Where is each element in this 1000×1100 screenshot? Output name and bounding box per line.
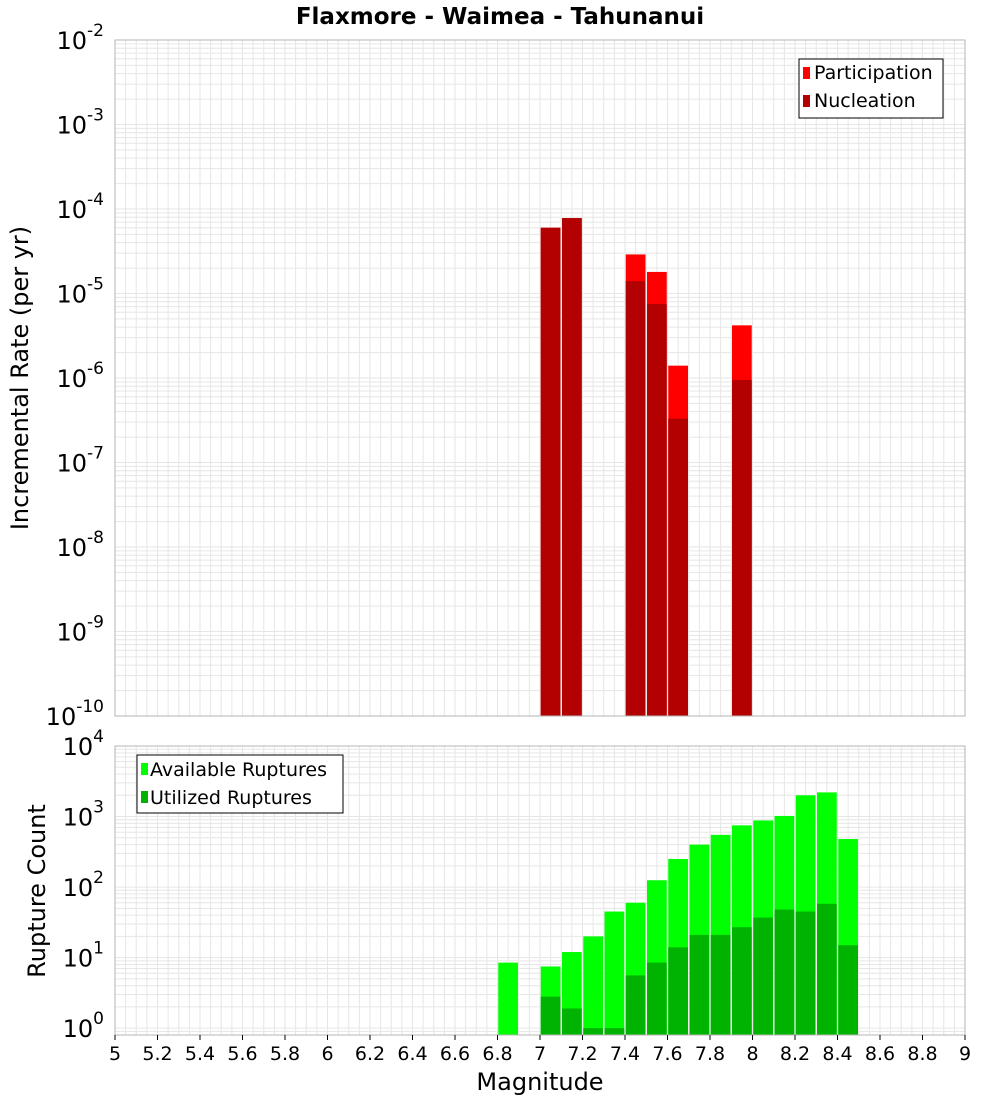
nucleation-bar bbox=[732, 379, 752, 716]
legend-label-utilized: Utilized Ruptures bbox=[150, 787, 312, 809]
legend-swatch-available bbox=[141, 763, 148, 775]
count-panel-legend: Available Ruptures Utilized Ruptures bbox=[136, 754, 344, 814]
x-tick-label: 5 bbox=[109, 1043, 121, 1065]
rate-panel-border bbox=[114, 39, 966, 717]
utilized-bar bbox=[710, 934, 731, 1035]
y-tick-label: 10-3 bbox=[57, 106, 105, 140]
rate-panel-legend: Participation Nucleation bbox=[798, 58, 944, 119]
x-tick-label: 5.6 bbox=[227, 1043, 257, 1065]
y-tick-label: 10-2 bbox=[57, 21, 105, 55]
x-tick-label: 6.2 bbox=[355, 1043, 385, 1065]
x-tick-label: 9 bbox=[959, 1043, 971, 1065]
x-tick-label: 7.2 bbox=[567, 1043, 597, 1065]
utilized-bar bbox=[562, 1008, 582, 1035]
rate-panel: 10-10 10-9 10-8 10-7 10-6 10-5 10-4 10-3 10-2 In… bbox=[6, 21, 966, 731]
x-tick-label: 5.4 bbox=[185, 1043, 215, 1065]
utilized-bar bbox=[774, 909, 795, 1035]
legend-label-nucleation: Nucleation bbox=[814, 90, 916, 112]
y-tick-label: 100 bbox=[63, 1009, 104, 1043]
rate-panel-grid bbox=[114, 40, 966, 717]
x-tick-label: 7 bbox=[534, 1043, 546, 1065]
x-tick-label: 8.2 bbox=[780, 1043, 810, 1065]
utilized-bar bbox=[838, 945, 858, 1035]
utilized-bar bbox=[604, 1028, 625, 1035]
y-tick-label: 103 bbox=[63, 798, 104, 832]
x-tick-label: 8 bbox=[746, 1043, 758, 1065]
x-tick-label: 8.8 bbox=[907, 1043, 937, 1065]
rate-panel-y-ticks: 10-10 10-9 10-8 10-7 10-6 10-5 10-4 10-3 10-2 bbox=[46, 21, 104, 731]
y-tick-label: 102 bbox=[63, 868, 104, 902]
x-tick-label: 7.8 bbox=[695, 1043, 725, 1065]
x-tick-label: 6 bbox=[321, 1043, 333, 1065]
legend-box bbox=[798, 58, 944, 119]
utilized-bar bbox=[689, 934, 710, 1035]
available-bar bbox=[604, 911, 625, 1035]
nucleation-bar bbox=[540, 227, 561, 716]
x-tick-label: 7.6 bbox=[652, 1043, 682, 1065]
rate-panel-bars bbox=[540, 218, 752, 716]
x-tick-label: 8.4 bbox=[822, 1043, 852, 1065]
y-tick-label: 10-8 bbox=[57, 528, 105, 562]
nucleation-bar bbox=[647, 304, 667, 716]
x-tick-label: 5.8 bbox=[270, 1043, 300, 1065]
utilized-bar bbox=[625, 975, 646, 1035]
x-tick-label: 5.2 bbox=[142, 1043, 172, 1065]
legend-label-available: Available Ruptures bbox=[150, 759, 327, 781]
utilized-bar bbox=[795, 911, 816, 1035]
utilized-bar bbox=[817, 903, 837, 1035]
chart-title: Flaxmore - Waimea - Tahunanui bbox=[296, 4, 704, 30]
nucleation-bar bbox=[668, 418, 688, 716]
x-tick-label: 6.6 bbox=[440, 1043, 470, 1065]
y-tick-label: 101 bbox=[63, 939, 104, 973]
y-tick-label: 10-5 bbox=[57, 275, 105, 309]
utilized-bar bbox=[583, 1028, 603, 1035]
y-tick-label: 10-7 bbox=[57, 444, 105, 478]
count-panel-bars bbox=[498, 792, 858, 1035]
y-tick-label: 10-6 bbox=[57, 359, 105, 393]
legend-label-participation: Participation bbox=[814, 62, 933, 84]
utilized-bar bbox=[647, 962, 667, 1035]
legend-box bbox=[136, 754, 344, 814]
utilized-bar bbox=[753, 917, 773, 1035]
nucleation-bar bbox=[625, 281, 646, 716]
x-tick-label: 8.6 bbox=[865, 1043, 895, 1065]
y-tick-label: 10-4 bbox=[57, 190, 105, 224]
y-tick-label: 104 bbox=[63, 727, 104, 761]
x-axis-title: Magnitude bbox=[476, 1068, 603, 1096]
legend-swatch-nucleation bbox=[803, 95, 810, 107]
legend-swatch-utilized bbox=[141, 791, 148, 803]
utilized-bar bbox=[668, 947, 688, 1035]
utilized-bar bbox=[732, 927, 752, 1035]
x-tick-label: 7.4 bbox=[610, 1043, 640, 1065]
x-axis-ticks: 5 5.2 5.4 5.6 5.8 6 6.2 6.4 6.6 6.8 7 7.2 7.4 7.6 7.8 8… bbox=[109, 1035, 971, 1065]
rate-panel-y-axis-title: Incremental Rate (per yr) bbox=[6, 226, 34, 530]
legend-swatch-participation bbox=[803, 67, 810, 79]
count-panel-y-axis-title: Rupture Count bbox=[23, 804, 51, 978]
x-tick-label: 6.4 bbox=[397, 1043, 427, 1065]
y-tick-label: 10-9 bbox=[57, 613, 105, 647]
available-bar bbox=[583, 936, 603, 1035]
y-tick-label: 10-10 bbox=[46, 697, 104, 731]
available-bar bbox=[498, 962, 518, 1035]
count-panel: 100 101 102 103 104 5 5.2 5.4 5.6 5.8 6 6.2 6.4 6.6 6… bbox=[23, 727, 971, 1096]
x-tick-label: 6.8 bbox=[482, 1043, 512, 1065]
nucleation-bar bbox=[562, 218, 582, 716]
count-panel-y-ticks: 100 101 102 103 104 bbox=[63, 727, 104, 1043]
utilized-bar bbox=[540, 996, 561, 1035]
